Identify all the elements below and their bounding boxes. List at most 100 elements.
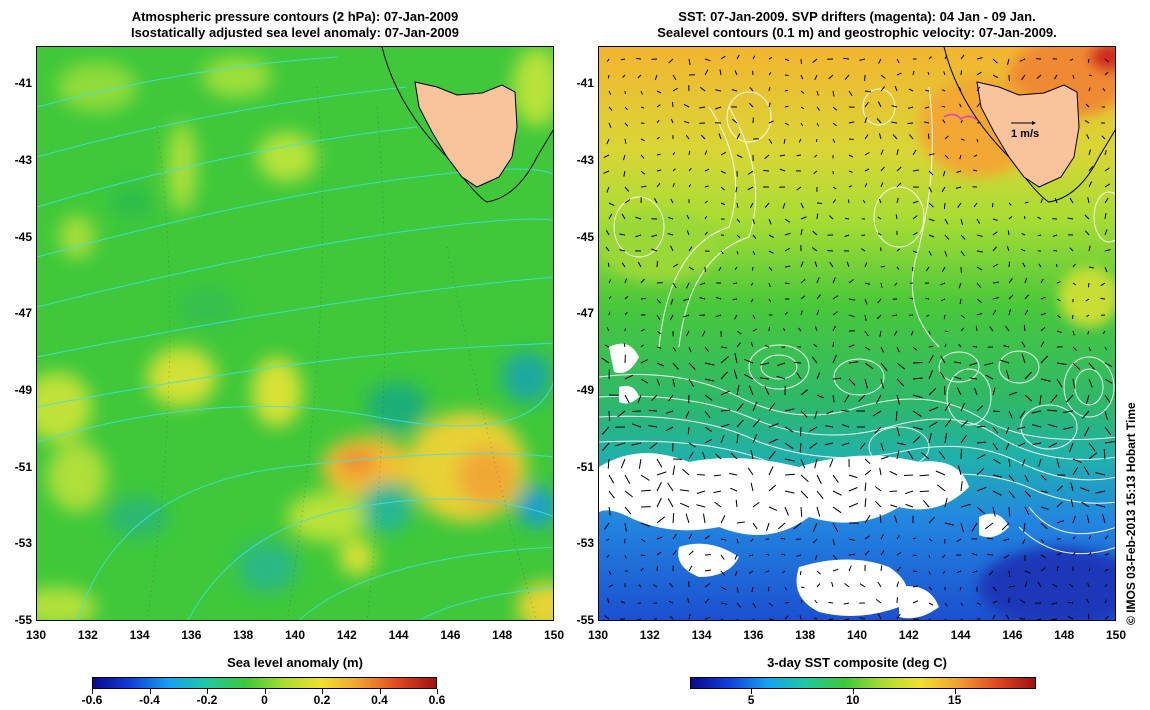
sla-colorbar-label: -0.4	[139, 693, 160, 707]
velocity-vector	[732, 118, 738, 124]
velocity-vector	[953, 361, 962, 364]
velocity-vector	[1100, 282, 1106, 287]
velocity-vector	[843, 602, 850, 605]
velocity-vector	[1008, 506, 1011, 517]
velocity-vector	[736, 419, 744, 428]
velocity-vector	[672, 378, 675, 387]
velocity-vector	[672, 102, 674, 108]
sst-colorbar-tick	[751, 689, 753, 694]
tasmania-land	[414, 81, 518, 188]
velocity-vector	[843, 57, 850, 60]
velocity-vector	[941, 105, 946, 108]
velocity-vector	[783, 138, 786, 144]
velocity-vector	[814, 458, 818, 469]
velocity-vector	[942, 570, 946, 574]
velocity-vector	[768, 218, 772, 225]
velocity-vector	[685, 410, 690, 419]
velocity-vector	[656, 551, 662, 556]
velocity-vector	[814, 74, 818, 81]
velocity-vector	[875, 599, 882, 604]
sst-colorbar-label: 15	[947, 693, 962, 707]
velocity-vector	[974, 387, 978, 396]
right-lon-label: 136	[743, 628, 764, 642]
velocity-vector	[1031, 410, 1042, 414]
velocity-vector	[1088, 245, 1091, 252]
velocity-vector	[960, 420, 969, 428]
left-lon-label: 130	[25, 628, 47, 642]
velocity-vector	[1008, 202, 1012, 206]
velocity-vector	[672, 152, 676, 156]
velocity-vector	[992, 296, 999, 300]
velocity-vector	[672, 512, 675, 524]
velocity-vector	[1037, 216, 1042, 220]
velocity-vector	[620, 458, 626, 469]
sla-colorbar-label: 0.6	[428, 693, 446, 707]
velocity-vector	[816, 277, 820, 284]
left-title-line2: Isostatically adjusted sea level anomaly…	[130, 25, 460, 40]
velocity-vector	[848, 298, 855, 301]
velocity-vector	[844, 583, 850, 588]
velocity-vector	[665, 410, 674, 414]
velocity-vector	[656, 458, 663, 468]
velocity-vector	[1104, 150, 1107, 156]
velocity-vector	[928, 234, 935, 238]
velocity-vector	[656, 169, 662, 172]
velocity-vector	[688, 58, 691, 65]
velocity-vector	[928, 421, 938, 428]
velocity-vector	[699, 86, 706, 92]
velocity-vector	[1040, 474, 1047, 481]
velocity-vector	[697, 474, 706, 476]
velocity-vector	[928, 56, 932, 60]
velocity-vector	[904, 490, 914, 495]
velocity-vector	[1088, 362, 1095, 371]
velocity-vector	[976, 282, 982, 288]
velocity-vector	[1040, 312, 1047, 316]
velocity-vector	[656, 346, 662, 349]
velocity-vector	[637, 602, 642, 604]
velocity-vector	[992, 490, 1002, 496]
velocity-vector	[976, 57, 983, 60]
velocity-vector	[1035, 618, 1042, 620]
right-lon-label: 148	[1054, 628, 1075, 642]
velocity-vector	[1022, 262, 1026, 268]
velocity-vector	[928, 586, 933, 591]
velocity-vector	[880, 346, 885, 353]
cloud-mask	[599, 343, 1009, 619]
velocity-vector	[864, 168, 870, 172]
velocity-vector	[784, 442, 794, 450]
velocity-vector	[656, 314, 661, 320]
velocity-vector	[1008, 570, 1011, 577]
velocity-vector	[928, 170, 934, 176]
velocity-vector	[784, 311, 788, 316]
velocity-vector	[1084, 230, 1090, 236]
velocity-vector	[606, 598, 610, 604]
velocity-vector	[969, 362, 978, 366]
velocity-vector	[768, 102, 771, 108]
velocity-vector	[765, 570, 770, 573]
velocity-vector	[925, 89, 930, 92]
velocity-vector	[752, 250, 756, 256]
velocity-vector	[768, 484, 777, 492]
velocity-vector	[749, 87, 754, 92]
velocity-vector	[605, 538, 610, 542]
right-lat-label: -45	[576, 229, 594, 244]
velocity-vector	[784, 426, 794, 433]
velocity-vector	[864, 330, 869, 337]
velocity-vector	[1024, 309, 1029, 316]
right-lat-label: -47	[576, 306, 594, 321]
velocity-vector	[862, 199, 866, 204]
left-lat-label: -53	[14, 536, 32, 551]
velocity-vector	[800, 458, 806, 469]
velocity-vector	[1040, 567, 1046, 572]
velocity-vector	[864, 262, 868, 268]
velocity-vector	[606, 327, 610, 332]
velocity-vector	[734, 554, 738, 560]
velocity-vector	[704, 535, 710, 540]
sla-colorbar-tick	[92, 689, 93, 694]
velocity-vector	[814, 261, 818, 268]
velocity-vector	[816, 570, 822, 575]
velocity-vector	[608, 90, 612, 95]
velocity-vector	[832, 568, 839, 572]
velocity-vector	[669, 583, 674, 588]
velocity-vector	[941, 89, 946, 92]
